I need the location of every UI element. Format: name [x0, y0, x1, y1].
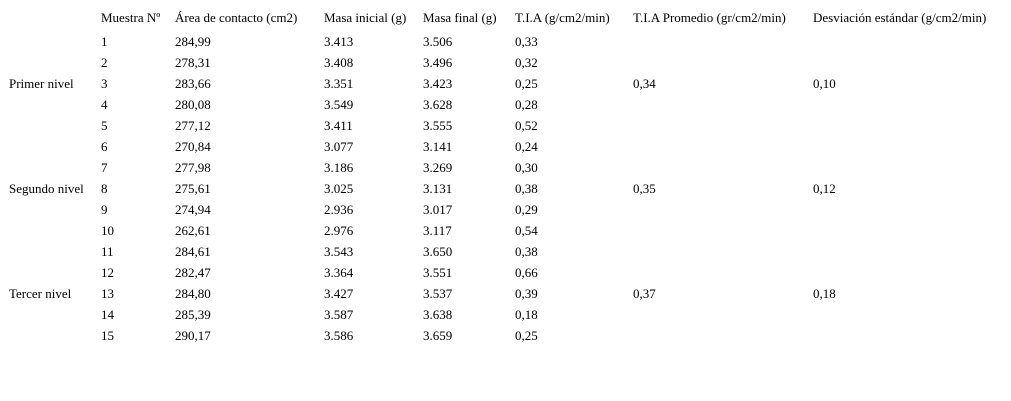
table-cell-mi: 3.586: [324, 328, 354, 343]
table-cell-area: 280,08: [175, 97, 211, 112]
table-cell-tia: 0,54: [515, 223, 538, 238]
table-cell-tia: 0,66: [515, 265, 538, 280]
table-cell-mf: 3.141: [423, 139, 453, 154]
table-cell-n: 9: [101, 202, 108, 217]
table-cell-mi: 3.364: [324, 265, 354, 280]
column-header: Muestra Nº: [101, 10, 161, 25]
table-cell-mi: 2.936: [324, 202, 354, 217]
group-std-dev: 0,12: [813, 181, 836, 196]
table-cell-n: 15: [101, 328, 114, 343]
table-cell-tia: 0,24: [515, 139, 538, 154]
table-cell-mi: 3.408: [324, 55, 354, 70]
table-cell-n: 10: [101, 223, 114, 238]
table-cell-area: 283,66: [175, 76, 211, 91]
column-header: T.I.A (g/cm2/min): [515, 10, 610, 25]
table-cell-n: 6: [101, 139, 108, 154]
table-cell-tia: 0,30: [515, 160, 538, 175]
table-cell-mf: 3.555: [423, 118, 453, 133]
table-cell-area: 290,17: [175, 328, 211, 343]
table-cell-tia: 0,38: [515, 181, 538, 196]
table-cell-area: 277,98: [175, 160, 211, 175]
table-cell-tia: 0,52: [515, 118, 538, 133]
table-cell-area: 278,31: [175, 55, 211, 70]
table-cell-mf: 3.628: [423, 97, 453, 112]
table-cell-mi: 3.186: [324, 160, 354, 175]
table-cell-tia: 0,33: [515, 34, 538, 49]
table-cell-area: 275,61: [175, 181, 211, 196]
table-cell-mf: 3.117: [423, 223, 452, 238]
table-cell-area: 282,47: [175, 265, 211, 280]
column-header: Desviación estándar (g/cm2/min): [813, 10, 987, 25]
table-cell-mf: 3.551: [423, 265, 453, 280]
table-cell-tia: 0,39: [515, 286, 538, 301]
table-cell-area: 284,61: [175, 244, 211, 259]
group-average: 0,34: [633, 76, 656, 91]
table-cell-n: 4: [101, 97, 108, 112]
table-cell-area: 277,12: [175, 118, 211, 133]
table-cell-area: 284,80: [175, 286, 211, 301]
table-cell-mf: 3.423: [423, 76, 453, 91]
table-cell-n: 2: [101, 55, 108, 70]
table-cell-n: 7: [101, 160, 108, 175]
table-cell-n: 5: [101, 118, 108, 133]
table-cell-mi: 3.427: [324, 286, 354, 301]
table-cell-area: 274,94: [175, 202, 211, 217]
table-cell-mf: 3.496: [423, 55, 453, 70]
table-cell-mf: 3.506: [423, 34, 453, 49]
table-cell-mi: 3.077: [324, 139, 354, 154]
table-cell-mi: 2.976: [324, 223, 354, 238]
table-cell-mf: 3.131: [423, 181, 453, 196]
table-cell-mf: 3.659: [423, 328, 453, 343]
group-label: Segundo nivel: [9, 181, 84, 196]
table-cell-n: 12: [101, 265, 114, 280]
table-cell-tia: 0,29: [515, 202, 538, 217]
table-cell-n: 3: [101, 76, 108, 91]
column-header: Masa inicial (g): [324, 10, 407, 25]
table-cell-mi: 3.025: [324, 181, 354, 196]
group-average: 0,35: [633, 181, 656, 196]
group-label: Primer nivel: [9, 76, 74, 91]
table-cell-n: 8: [101, 181, 108, 196]
table-cell-mf: 3.638: [423, 307, 453, 322]
table-cell-tia: 0,25: [515, 76, 538, 91]
table-cell-area: 284,99: [175, 34, 211, 49]
table-cell-mi: 3.543: [324, 244, 354, 259]
table-cell-mi: 3.351: [324, 76, 354, 91]
table-cell-mi: 3.411: [324, 118, 353, 133]
table-cell-mf: 3.537: [423, 286, 453, 301]
column-header: Masa final (g): [423, 10, 497, 25]
table-cell-area: 285,39: [175, 307, 211, 322]
table-cell-n: 11: [101, 244, 114, 259]
table-cell-tia: 0,28: [515, 97, 538, 112]
table-cell-tia: 0,18: [515, 307, 538, 322]
column-header: Área de contacto (cm2): [175, 10, 298, 25]
table-cell-mi: 3.587: [324, 307, 354, 322]
table-cell-n: 14: [101, 307, 114, 322]
table-cell-mf: 3.269: [423, 160, 453, 175]
table-cell-area: 262,61: [175, 223, 211, 238]
group-std-dev: 0,10: [813, 76, 836, 91]
group-average: 0,37: [633, 286, 656, 301]
table-cell-tia: 0,25: [515, 328, 538, 343]
column-header: T.I.A Promedio (gr/cm2/min): [633, 10, 786, 25]
table-cell-tia: 0,32: [515, 55, 538, 70]
table-cell-mf: 3.017: [423, 202, 453, 217]
group-label: Tercer nivel: [9, 286, 72, 301]
table-cell-n: 1: [101, 34, 108, 49]
table-cell-mi: 3.549: [324, 97, 354, 112]
table-cell-n: 13: [101, 286, 114, 301]
table-cell-mi: 3.413: [324, 34, 354, 49]
table-cell-area: 270,84: [175, 139, 211, 154]
group-std-dev: 0,18: [813, 286, 836, 301]
table-cell-mf: 3.650: [423, 244, 453, 259]
table-cell-tia: 0,38: [515, 244, 538, 259]
